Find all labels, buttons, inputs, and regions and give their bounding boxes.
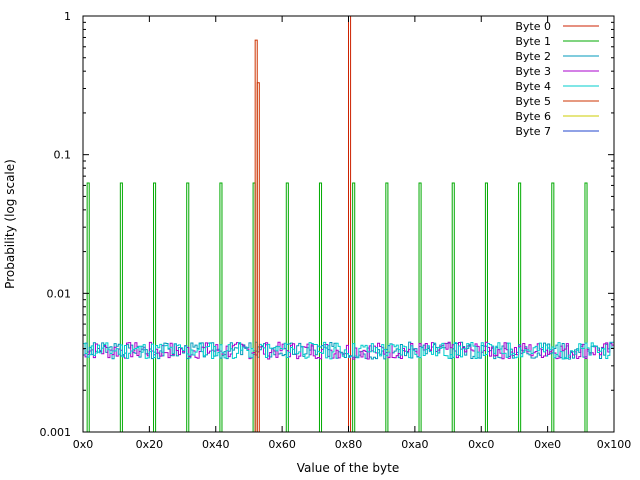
legend-label: Byte 6 — [515, 110, 551, 123]
series-byte-3 — [83, 341, 614, 360]
spike-mark — [348, 15, 352, 432]
spike-mark — [518, 182, 522, 432]
legend-label: Byte 2 — [515, 50, 551, 63]
axis-ticks: 0x0 0x20 0x40 0x60 0x80 0xa0 0xc0 0xe0 0x100 1 0.1… — [40, 10, 632, 451]
spike-mark — [119, 182, 123, 432]
y-tick-label: 1 — [64, 10, 71, 23]
series-byte-4 — [83, 341, 614, 360]
legend-label: Byte 3 — [515, 65, 551, 78]
legend-item: Byte 3 — [515, 65, 599, 78]
legend-item: Byte 5 — [515, 95, 599, 108]
series-byte-0 — [348, 15, 352, 432]
series-byte-1 — [86, 182, 588, 432]
spike-mark — [584, 182, 588, 432]
x-tick-label: 0x0 — [73, 438, 94, 451]
y-tick-label: 0.1 — [54, 149, 72, 162]
legend-label: Byte 1 — [515, 35, 551, 48]
legend-label: Byte 5 — [515, 95, 551, 108]
y-tick-label: 0.01 — [47, 287, 72, 300]
y-axis-label: Probability (log scale) — [3, 159, 17, 289]
legend-label: Byte 7 — [515, 125, 551, 138]
y-tick-label: 0.001 — [40, 426, 72, 439]
legend-item: Byte 7 — [515, 125, 599, 138]
legend: Byte 0 Byte 1 Byte 2 Byte 3 Byte 4 Byte 5 Byte… — [515, 20, 599, 138]
x-tick-label: 0x40 — [202, 438, 230, 451]
spike-mark — [484, 182, 488, 432]
spike-mark — [86, 182, 90, 432]
spike-mark — [551, 182, 555, 432]
legend-item: Byte 2 — [515, 50, 599, 63]
x-axis-label: Value of the byte — [297, 461, 399, 475]
spike-mark — [352, 182, 356, 432]
legend-item: Byte 4 — [515, 80, 599, 93]
x-tick-label: 0x20 — [136, 438, 164, 451]
spike-mark — [318, 182, 323, 432]
legend-item: Byte 6 — [515, 110, 599, 123]
x-tick-label: 0x100 — [597, 438, 632, 451]
legend-label: Byte 0 — [515, 20, 551, 33]
spike-mark — [256, 82, 260, 432]
legend-label: Byte 4 — [515, 80, 551, 93]
noise-trace — [83, 341, 614, 360]
series-layer — [83, 15, 614, 432]
spike-mark — [186, 182, 190, 432]
legend-item: Byte 1 — [515, 35, 599, 48]
spike-mark — [153, 182, 157, 432]
spike-mark — [385, 182, 389, 432]
noise-trace — [83, 341, 614, 360]
x-tick-label: 0x80 — [335, 438, 363, 451]
spike-mark — [451, 182, 455, 432]
legend-item: Byte 0 — [515, 20, 599, 33]
x-tick-label: 0x60 — [268, 438, 296, 451]
series-byte-5 — [254, 39, 260, 432]
x-tick-label: 0xa0 — [401, 438, 428, 451]
spike-mark — [219, 182, 223, 432]
x-tick-label: 0xe0 — [534, 438, 561, 451]
x-tick-label: 0xc0 — [468, 438, 494, 451]
spike-mark — [418, 182, 422, 432]
spike-mark — [285, 182, 289, 432]
